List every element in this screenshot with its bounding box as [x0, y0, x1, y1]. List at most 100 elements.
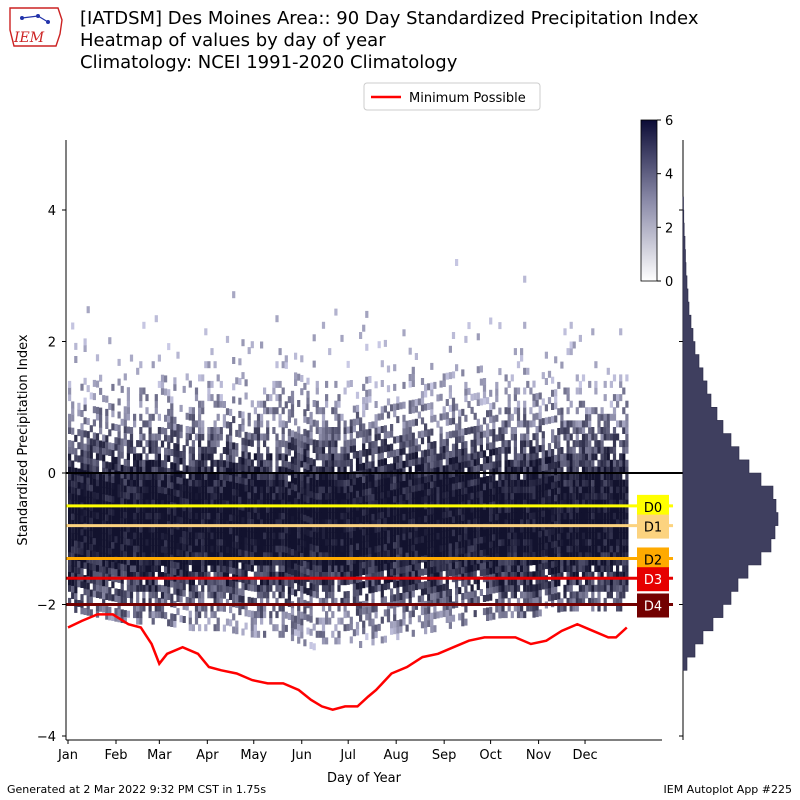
heatmap-cell — [566, 505, 570, 513]
heatmap-cell — [362, 403, 366, 411]
heatmap-cell — [405, 624, 409, 632]
heatmap-cell — [126, 571, 130, 579]
heatmap-cell — [312, 459, 316, 467]
heatmap-cell — [325, 459, 329, 467]
heatmap-cell — [563, 519, 567, 526]
heatmap-cell — [297, 577, 301, 585]
heatmap-cell — [225, 460, 230, 468]
heatmap-cell — [278, 538, 282, 546]
heatmap-cell — [374, 624, 378, 632]
heatmap-cell — [232, 383, 236, 391]
heatmap-cell — [420, 595, 425, 602]
heatmap-cell — [380, 485, 384, 493]
heatmap-cell — [529, 538, 533, 546]
heatmap-cell — [588, 420, 592, 428]
heatmap-cell — [581, 525, 586, 533]
heatmap-cell — [167, 454, 171, 462]
heatmap-cell — [482, 529, 487, 537]
heatmap-cell — [86, 595, 90, 603]
heatmap-cell — [297, 623, 301, 631]
heatmap-cell — [198, 413, 202, 421]
heatmap-cell — [92, 498, 96, 506]
heatmap-cell — [581, 519, 586, 526]
heatmap-cell — [164, 454, 168, 462]
heatmap-cell — [402, 474, 406, 481]
heatmap-cell — [170, 449, 174, 456]
heatmap-cell — [287, 613, 291, 620]
heatmap-cell — [191, 538, 195, 546]
heatmap-cell — [495, 480, 499, 488]
heatmap-cell — [235, 462, 239, 470]
heatmap-cell — [581, 538, 586, 546]
heatmap-cell — [535, 498, 539, 506]
heatmap-cell — [318, 545, 322, 553]
heatmap-cell — [451, 450, 456, 458]
heatmap-cell — [585, 479, 589, 487]
heatmap-cell — [154, 499, 158, 507]
heatmap-cell — [287, 461, 291, 469]
heatmap-cell — [554, 494, 558, 502]
heatmap-cell — [585, 453, 589, 461]
heatmap-cell — [523, 453, 527, 461]
heatmap-cell — [473, 531, 477, 539]
heatmap-cell — [309, 642, 313, 649]
heatmap-cell — [402, 572, 406, 580]
heatmap-cell — [318, 538, 322, 546]
heatmap-cell — [303, 540, 307, 548]
heatmap-cell — [473, 537, 477, 545]
heatmap-cell — [241, 536, 245, 544]
heatmap-cell — [331, 519, 335, 526]
heatmap-cell — [191, 591, 195, 599]
heatmap-cell — [328, 486, 332, 494]
heatmap-cell — [318, 597, 322, 605]
heatmap-cell — [489, 508, 493, 516]
heatmap-cell — [260, 479, 264, 487]
heatmap-cell — [238, 483, 242, 491]
heatmap-cell — [566, 512, 570, 520]
heatmap-cell — [516, 473, 521, 480]
heatmap-cell — [321, 453, 326, 461]
heatmap-cell — [365, 310, 369, 318]
heatmap-cell — [343, 545, 347, 553]
heatmap-cell — [585, 407, 589, 415]
heatmap-cell — [225, 579, 230, 587]
heatmap-cell — [300, 519, 304, 527]
heatmap-cell — [260, 413, 264, 421]
heatmap-cell — [160, 525, 165, 533]
heatmap-cell — [74, 356, 78, 363]
heatmap-cell — [575, 420, 579, 428]
heatmap-cell — [399, 514, 403, 522]
heatmap-cell — [191, 479, 195, 487]
heatmap-cell — [247, 511, 251, 519]
heatmap-cell — [89, 517, 93, 525]
heatmap-cell — [312, 590, 316, 598]
heatmap-cell — [278, 380, 282, 388]
heatmap-cell — [290, 397, 295, 405]
heatmap-cell — [170, 567, 174, 575]
heatmap-cell — [433, 546, 437, 554]
heatmap-cell — [300, 513, 304, 521]
heatmap-cell — [390, 483, 394, 491]
heatmap-cell — [591, 591, 595, 599]
heatmap-cell — [362, 436, 366, 444]
heatmap-cell — [504, 558, 508, 566]
heatmap-cell — [133, 538, 137, 546]
heatmap-cell — [210, 551, 214, 559]
heatmap-cell — [303, 382, 307, 390]
heatmap-cell — [272, 604, 276, 612]
heatmap-cell — [77, 527, 81, 535]
heatmap-cell — [309, 556, 313, 564]
heatmap-cell — [523, 275, 527, 283]
heatmap-cell — [489, 481, 493, 489]
heatmap-cell — [516, 584, 521, 592]
heatmap-cell — [504, 505, 508, 513]
heatmap-cell — [464, 441, 468, 449]
heatmap-cell — [74, 527, 78, 534]
heatmap-cell — [377, 459, 381, 467]
heatmap-cell — [235, 620, 239, 628]
heatmap-cell — [83, 535, 87, 543]
heatmap-cell — [213, 545, 217, 553]
heatmap-cell — [89, 596, 93, 604]
heatmap-cell — [411, 557, 415, 565]
heatmap-cell — [266, 505, 270, 513]
